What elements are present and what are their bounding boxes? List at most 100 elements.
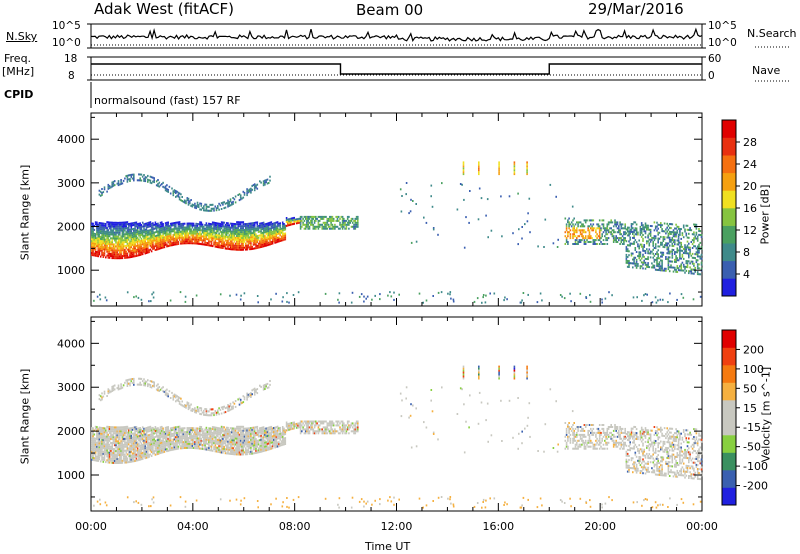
power-cell (598, 229, 601, 232)
power-cell (152, 224, 154, 227)
velocity-cell (117, 452, 120, 455)
power-cell (662, 238, 665, 241)
velocity-cell (201, 444, 204, 446)
velocity-cell (113, 452, 116, 455)
power-cell (358, 295, 361, 298)
power-cell (196, 236, 199, 239)
power-cell (344, 219, 346, 222)
velocity-cell (121, 446, 124, 448)
power-cell (162, 224, 164, 227)
power-cell (164, 243, 167, 246)
power-cell (696, 247, 699, 250)
power-cell (322, 227, 325, 230)
velocity-cell (190, 444, 192, 447)
velocity-cell (112, 440, 115, 443)
power-cell (577, 221, 579, 224)
velocity-cell (192, 443, 195, 445)
power-cell (217, 222, 219, 225)
power-cell (315, 217, 317, 220)
power-cell (111, 223, 113, 226)
power-cell (409, 210, 412, 213)
power-cell (592, 223, 595, 226)
power-cell (92, 244, 94, 247)
power-cell (652, 241, 654, 243)
velocity-cell (93, 451, 96, 454)
velocity-cell (154, 445, 157, 448)
velocity-cell (191, 429, 194, 432)
power-cell (223, 207, 225, 210)
power-cell (485, 294, 487, 297)
power-cell (159, 225, 162, 228)
power-cell (637, 233, 639, 236)
power-cell (262, 235, 265, 238)
velocity-cell (148, 430, 150, 433)
power-cell (247, 246, 250, 249)
power-cell (666, 246, 668, 249)
velocity-cell (213, 432, 215, 435)
velocity-cell (145, 452, 148, 455)
power-cell (616, 231, 619, 234)
power-cell (153, 239, 155, 242)
power-cell (677, 249, 680, 252)
power-cell (197, 229, 200, 231)
power-cell (175, 233, 177, 236)
velocity-cell (148, 447, 150, 450)
power-cell (654, 245, 657, 248)
power-cell (136, 238, 139, 241)
velocity-cell (134, 426, 136, 429)
power-cell (667, 260, 670, 263)
power-cell (158, 228, 161, 231)
power-cell (699, 295, 702, 298)
power-cell (658, 267, 661, 270)
power-cell (130, 224, 133, 227)
power-cell (232, 244, 234, 247)
velocity-cell (112, 450, 115, 452)
velocity-cell (222, 430, 224, 432)
power-cell (209, 226, 211, 229)
power-cell (186, 236, 189, 239)
power-cell (625, 228, 628, 231)
power-cell (543, 246, 545, 248)
power-cell (192, 238, 195, 241)
power-cell (341, 227, 344, 230)
velocity-cell (110, 449, 112, 452)
velocity-cell (101, 432, 103, 435)
power-cell (478, 171, 480, 174)
power-cell (111, 183, 113, 186)
velocity-cell (125, 459, 127, 462)
power-cell (172, 192, 175, 195)
power-cell (120, 227, 122, 230)
velocity-cell (205, 434, 208, 437)
power-cell (686, 244, 689, 247)
power-cell (136, 236, 139, 239)
power-cell (205, 207, 208, 210)
power-cell (103, 222, 106, 225)
velocity-cell (131, 442, 134, 445)
velocity-cell (190, 427, 192, 430)
velocity-cell (176, 439, 178, 442)
power-cell (606, 239, 609, 242)
power-cell (94, 248, 97, 251)
power-cell (601, 223, 603, 226)
power-cell (112, 247, 115, 250)
power-cell (462, 167, 465, 170)
power-cell (572, 237, 574, 240)
velocity-cell (205, 426, 208, 429)
power-cell (144, 238, 147, 241)
velocity-cell (150, 451, 153, 453)
power-cell (400, 210, 403, 213)
velocity-cell (121, 459, 124, 462)
velocity-cell (145, 433, 148, 435)
power-cell (266, 222, 269, 225)
power-cell (567, 235, 569, 238)
velocity-cell (149, 425, 152, 428)
power-cell (168, 236, 171, 239)
power-cell (228, 224, 231, 227)
power-cell (283, 223, 285, 225)
velocity-cell (173, 432, 176, 435)
velocity-cell (119, 442, 121, 445)
velocity-cell (183, 445, 186, 447)
power-cell (197, 223, 200, 226)
power-cell (675, 233, 677, 236)
power-cell (182, 232, 185, 235)
